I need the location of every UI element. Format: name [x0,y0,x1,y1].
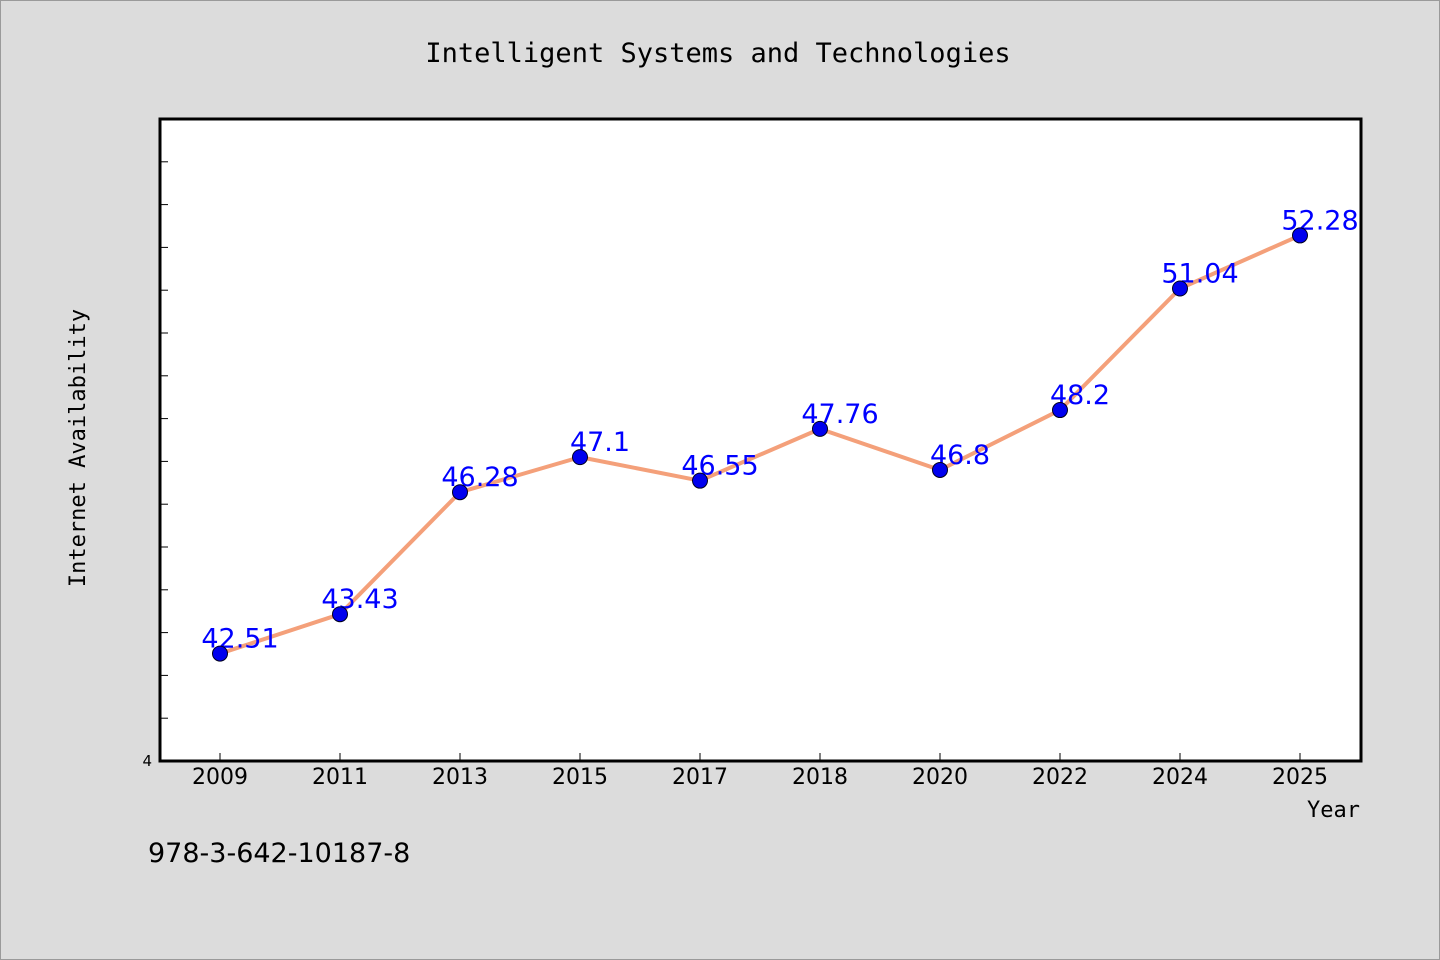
x-tick-label: 2011 [312,765,368,790]
x-tick-label: 2025 [1272,765,1328,790]
x-tick-label: 2020 [912,765,968,790]
data-markers [212,227,1308,662]
data-point [212,645,228,662]
x-tick-label: 2013 [432,765,488,790]
x-tick-label: 2018 [792,765,848,790]
x-tick-label: 2024 [1152,765,1208,790]
data-point [692,472,708,489]
data-point [1292,227,1308,244]
data-point [932,461,948,478]
plot-area [158,117,1363,763]
data-point [812,420,828,437]
x-axis-title: Year [1307,798,1360,823]
x-tick-label: 2009 [192,765,248,790]
series-line-group [219,233,1301,656]
series-line [219,233,1301,656]
x-tick-label: 2022 [1032,765,1088,790]
x-tick-label: 2015 [552,765,608,790]
x-tick-label: 2017 [672,765,728,790]
data-point [1172,280,1188,297]
data-point [572,449,588,466]
y-tick-label: 4 [142,752,152,770]
y-axis-ticks: 4 [142,161,168,770]
chart-title: Intelligent Systems and Technologies [425,38,1010,69]
y-axis-title: Internet Availability [66,309,91,587]
data-point [332,606,348,623]
footnote-isbn: 978-3-642-10187-8 [148,838,410,869]
data-point [452,484,468,501]
data-point [1052,402,1068,419]
x-axis-ticks: 2009 2011 2013 2015 2017 2018 2020 2022 2024 2025 [192,753,1328,790]
